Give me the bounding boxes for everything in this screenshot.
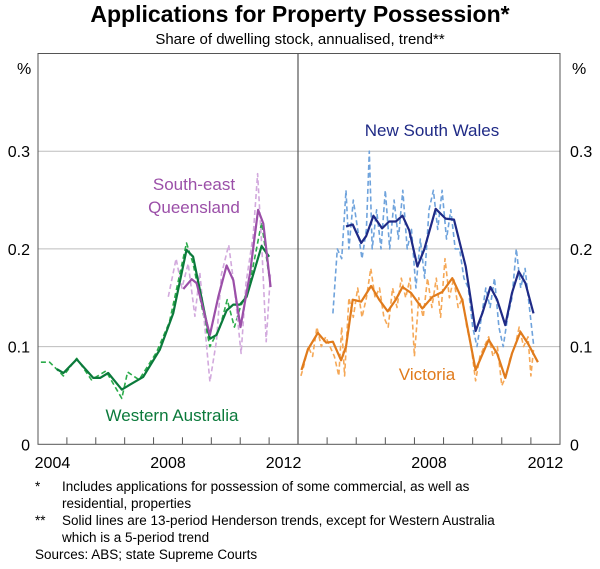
y-tick-label: 0 — [570, 437, 579, 454]
x-tick-label: 2008 — [150, 455, 186, 472]
footnote-1-marker: * — [35, 479, 41, 494]
footnote-2-line-1: Solid lines are 13-period Henderson tren… — [62, 513, 495, 528]
label-seq: South-east Queensland — [148, 175, 240, 217]
series-line-victoria-trend — [300, 277, 539, 379]
sources: Sources: ABS; state Supreme Courts — [35, 547, 257, 562]
footnote-2-marker: ** — [35, 513, 46, 528]
y-tick-label: 0.1 — [570, 340, 592, 357]
x-tick-label: 2004 — [35, 455, 71, 472]
series-label-seq-1: South-east — [153, 175, 235, 194]
series-line-new-south-wales-trend — [345, 207, 535, 333]
series-label-seq-2: Queensland — [148, 198, 240, 217]
x-tick-label: 2012 — [528, 455, 564, 472]
y-tick-label: 0.3 — [8, 144, 30, 161]
y-tick-label: 0.2 — [8, 242, 30, 259]
series-line-south-east-queensland-trend — [182, 208, 272, 336]
footnote-1-line-2: residential, properties — [62, 496, 191, 511]
series-line-south-east-queensland-raw — [167, 172, 272, 383]
chart-title: Applications for Property Possession* — [90, 1, 509, 27]
y-tick-label: 0.2 — [570, 242, 592, 259]
y-tick-label: 0 — [21, 437, 30, 454]
y-unit-left: % — [17, 61, 31, 78]
footnote-1-line-1: Includes applications for possession of … — [62, 479, 470, 494]
x-tick-label: 2008 — [411, 455, 447, 472]
footnote-2-line-2: which is a 5-period trend — [61, 530, 209, 545]
y-unit-right: % — [572, 61, 586, 78]
footnotes: * Includes applications for possession o… — [35, 479, 495, 562]
chart-subtitle: Share of dwelling stock, annualised, tre… — [155, 31, 445, 48]
series-label-vic: Victoria — [399, 365, 456, 384]
series-label-nsw: New South Wales — [365, 121, 499, 140]
plot-frame — [37, 53, 561, 445]
y-tick-label: 0.1 — [8, 340, 30, 357]
axes: 0 0.1 0.2 0.3 2004 2008 2012 0 0.1 0.2 0.3 2008 2012 — [8, 53, 592, 472]
x-tick-label: 2012 — [266, 455, 302, 472]
series-line-new-south-wales-raw — [332, 150, 535, 348]
gridlines — [38, 150, 560, 348]
series-label-wa: Western Australia — [106, 406, 239, 425]
plot-area — [40, 150, 539, 400]
y-tick-label: 0.3 — [570, 144, 592, 161]
